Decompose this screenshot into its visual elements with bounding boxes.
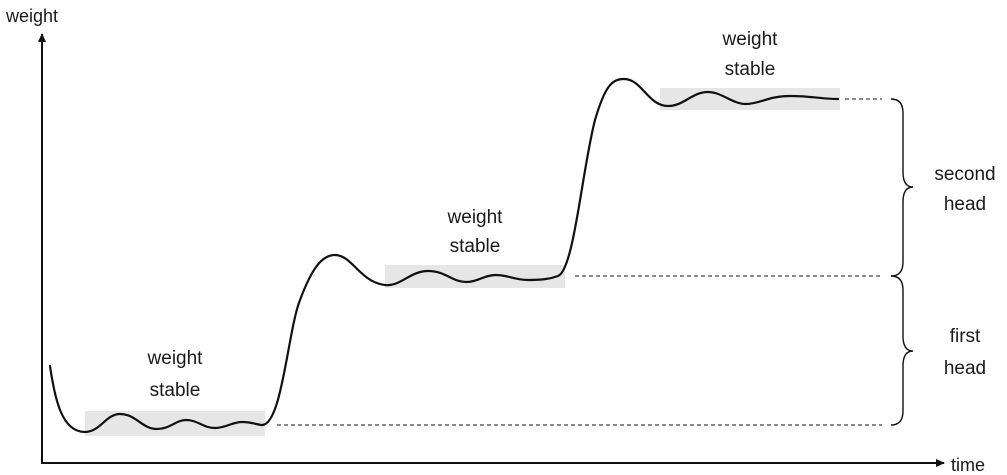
second-head-label-line2: head	[944, 194, 986, 215]
stable-label-3-line2: stable	[725, 59, 776, 80]
stable-label-2-line1: weight	[447, 207, 504, 228]
stable-label-1-line2: stable	[150, 380, 201, 401]
y-axis-label: weight	[5, 6, 58, 26]
stable-label-2-line2: stable	[450, 236, 501, 257]
second-head-label-line1: second	[934, 164, 995, 185]
first-head-label-line2: head	[944, 358, 986, 379]
weight-curve	[48, 77, 840, 434]
stable-label-1-line1: weight	[147, 348, 204, 369]
x-axis-label: time	[951, 455, 985, 475]
stable-label-3-line1: weight	[722, 29, 779, 50]
first-head-label-line1: first	[950, 326, 981, 347]
second-head-brace	[890, 98, 914, 277]
first-head-brace	[890, 275, 914, 426]
stable-band-3	[660, 88, 840, 110]
